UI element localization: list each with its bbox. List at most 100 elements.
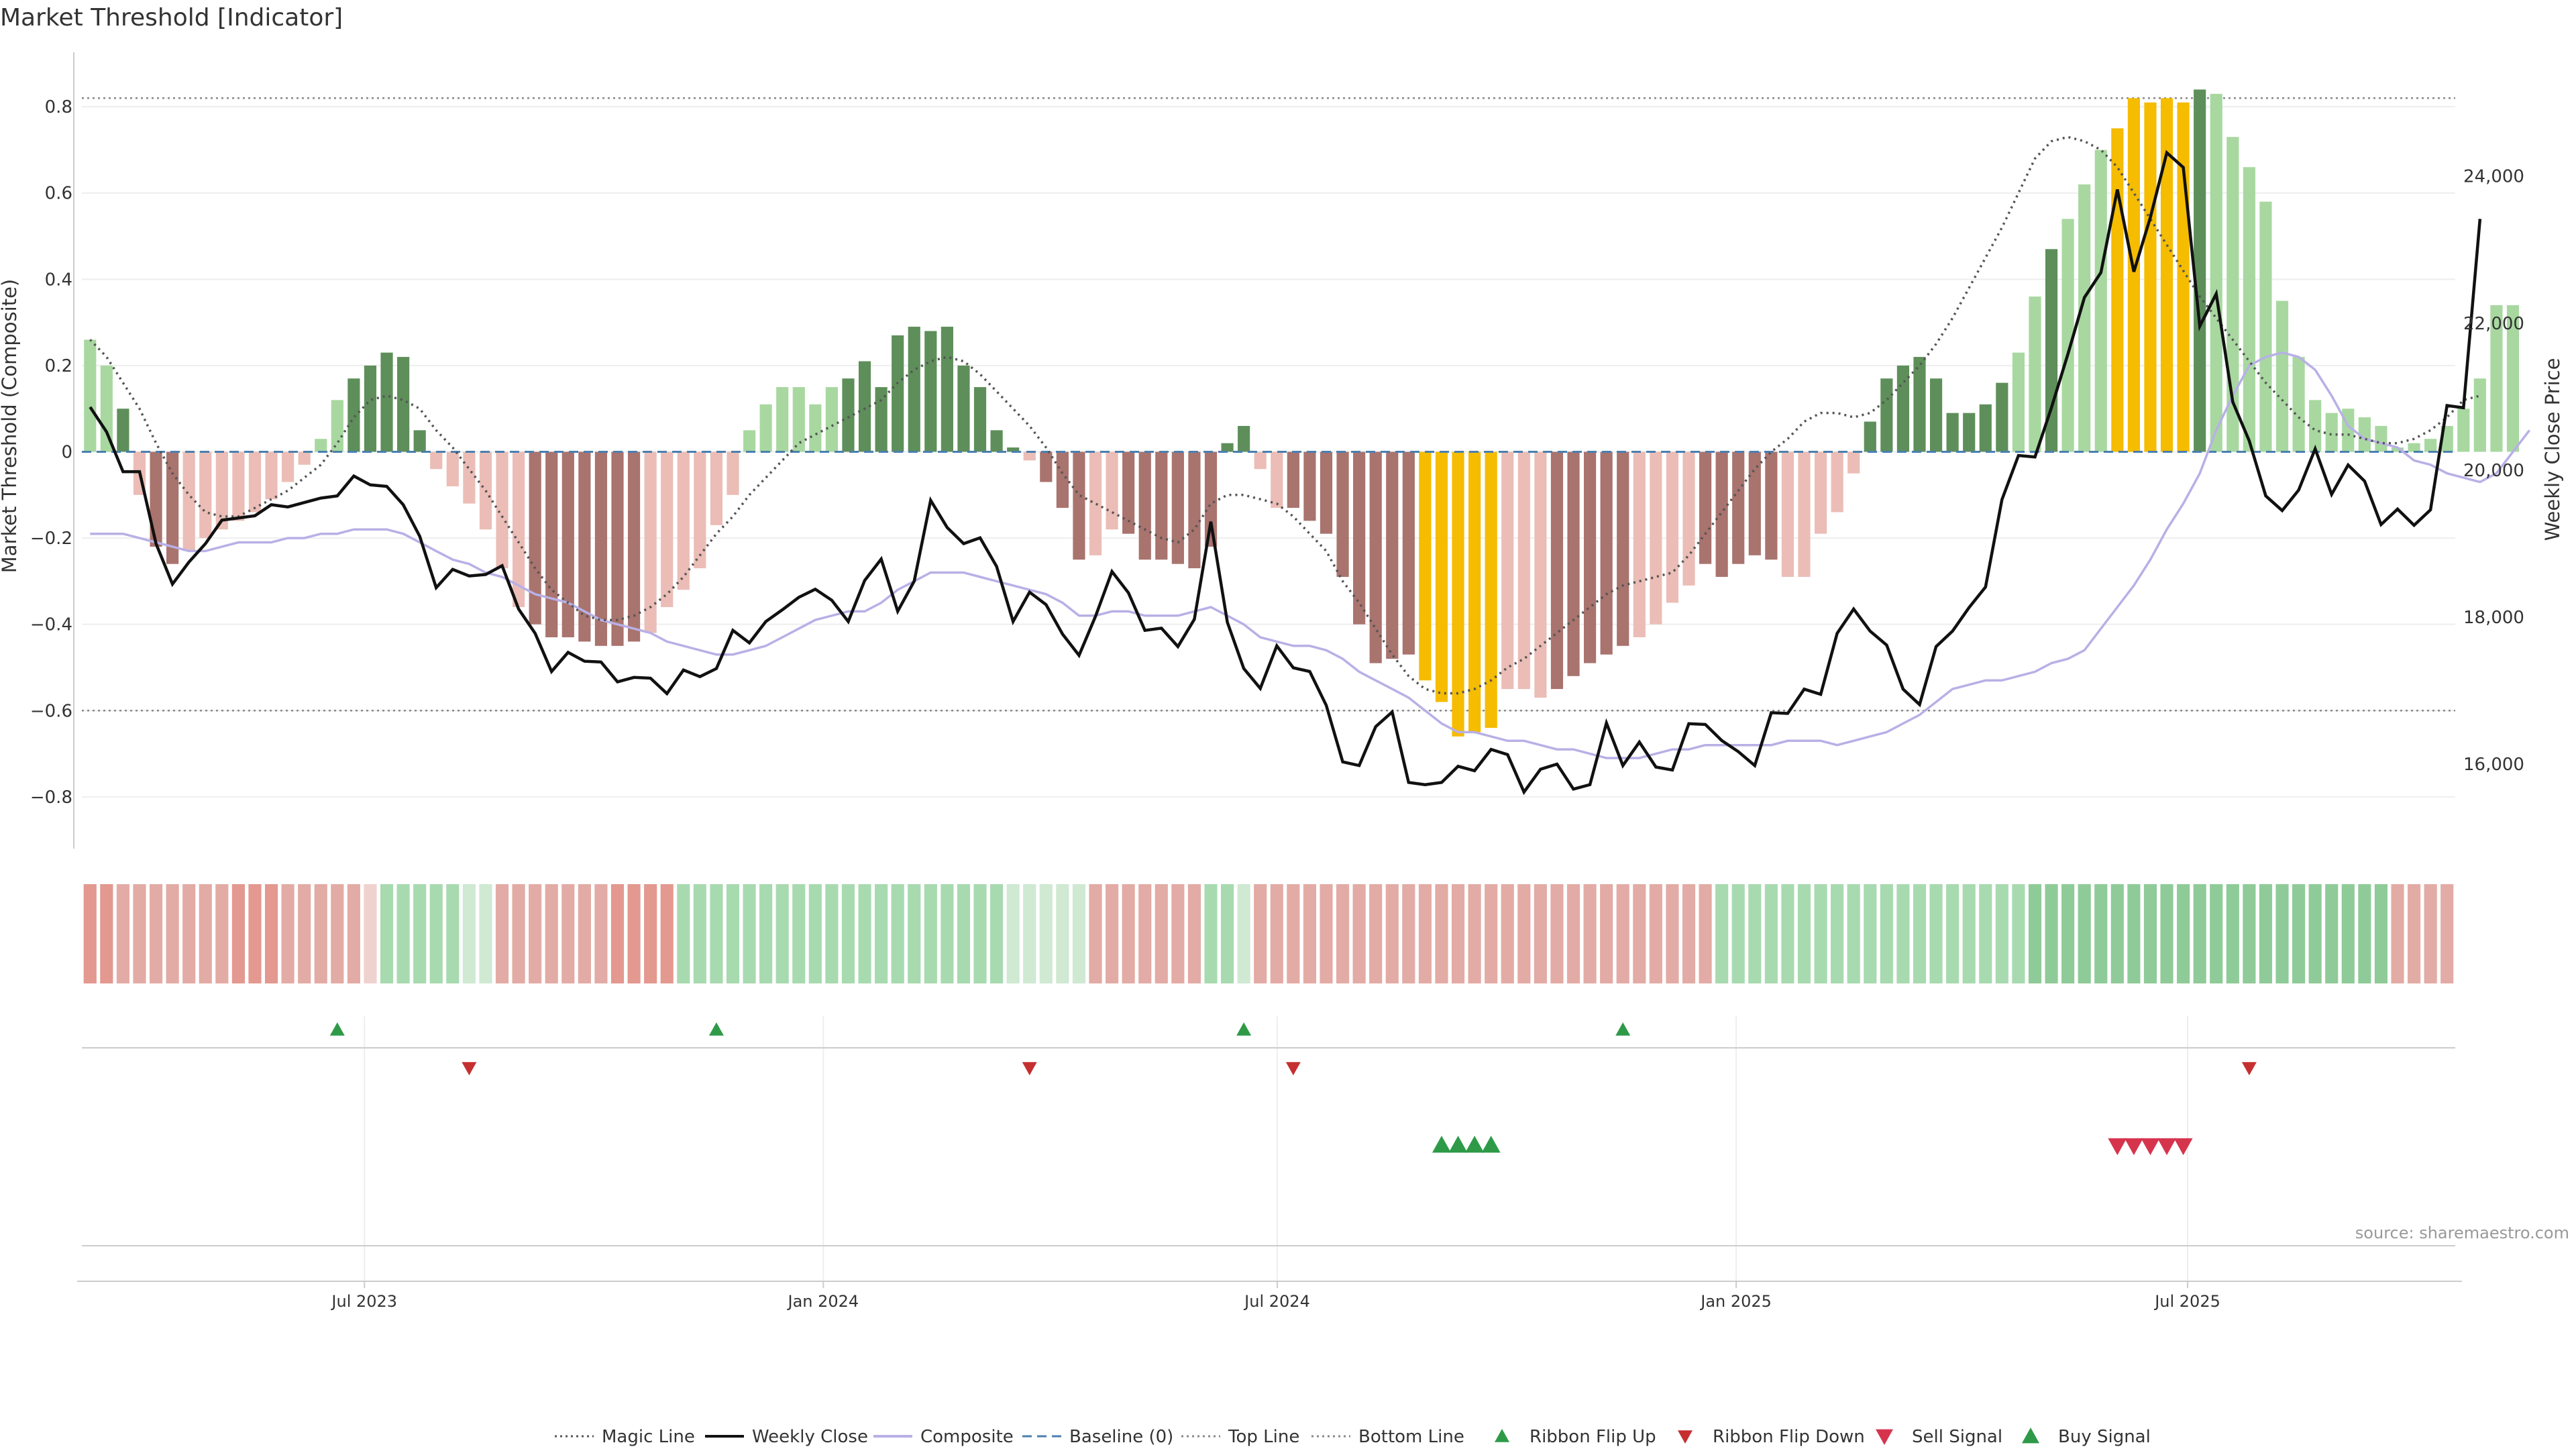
composite-bar xyxy=(1303,451,1316,521)
x-tick-label: Jan 2024 xyxy=(787,1292,859,1311)
ribbon-cell xyxy=(479,884,492,983)
composite-bar xyxy=(463,451,476,504)
ribbon-cell xyxy=(1864,884,1877,983)
x-tick-label: Jul 2023 xyxy=(330,1292,397,1311)
composite-bar xyxy=(1485,451,1497,728)
ribbon-cell xyxy=(446,884,460,983)
y-tick-label: 0.6 xyxy=(45,184,72,204)
composite-bar xyxy=(1056,451,1069,508)
composite-bar xyxy=(842,378,855,452)
ribbon-cell xyxy=(248,884,262,983)
legend-label: Ribbon Flip Up xyxy=(1529,1427,1656,1447)
ribbon-cell xyxy=(495,884,509,983)
composite-bar xyxy=(2424,439,2437,452)
legend-swatch xyxy=(1495,1429,1509,1442)
composite-bar xyxy=(825,387,839,452)
composite-bar xyxy=(1353,451,1366,625)
composite-bar xyxy=(1864,421,1876,452)
ribbon-cell xyxy=(1995,884,2008,983)
composite-bar xyxy=(1847,451,1860,474)
composite-bar xyxy=(117,409,129,452)
ribbon-cell xyxy=(364,884,377,983)
sell-signal-marker xyxy=(2124,1138,2143,1155)
composite-bar xyxy=(957,365,970,452)
axes: −0.8 −0.6 −0.4 −0.2 0 0.2 0.4 0.6 0.8 16,000 18,00… xyxy=(30,52,2524,849)
ribbon-flip-up-marker xyxy=(329,1022,345,1036)
composite-bar xyxy=(2259,201,2272,452)
ribbon-cell xyxy=(627,884,641,983)
ribbon-flip-down-marker xyxy=(2241,1062,2257,1075)
composite-bar xyxy=(150,451,162,547)
ribbon-cell xyxy=(1385,884,1399,983)
composite-bar xyxy=(2160,98,2174,452)
ribbon-cell xyxy=(1566,884,1580,983)
ribbon-cell xyxy=(2308,884,2322,983)
ribbon-cell xyxy=(2193,884,2206,983)
ribbon-cell xyxy=(1106,884,1119,983)
ribbon-cell xyxy=(2210,884,2223,983)
ribbon-cell xyxy=(2143,884,2157,983)
ribbon-cell xyxy=(1831,884,1844,983)
ribbon-cell xyxy=(1039,884,1053,983)
composite-bar xyxy=(973,387,987,452)
composite-bar xyxy=(1452,451,1464,737)
ribbon-cell xyxy=(2226,884,2239,983)
ribbon-cell xyxy=(677,884,690,983)
composite-bar xyxy=(1468,451,1481,733)
y-tick-label: −0.8 xyxy=(30,788,72,808)
composite-bar xyxy=(232,451,245,521)
composite-bar xyxy=(661,451,674,607)
y-tick-label: −0.6 xyxy=(30,701,72,721)
magic-line xyxy=(89,136,2481,695)
composite-bar xyxy=(282,451,294,482)
ribbon-cell xyxy=(512,884,525,983)
ribbon-cell xyxy=(2292,884,2306,983)
source-note: source: sharemaestro.com xyxy=(2355,1224,2569,1242)
ribbon-cell xyxy=(1270,884,1283,983)
ribbon-cell xyxy=(298,884,311,983)
ribbon-cell xyxy=(726,884,740,983)
ribbon-cell xyxy=(957,884,971,983)
composite-bar xyxy=(1963,413,1976,452)
ribbon-cell xyxy=(1254,884,1267,983)
ribbon-cell xyxy=(2028,884,2042,983)
composite-bar xyxy=(1122,451,1135,534)
buy-signal-marker xyxy=(1432,1136,1451,1153)
composite-bar xyxy=(1254,451,1267,470)
x-tick-label: Jul 2025 xyxy=(2153,1292,2220,1311)
composite-bar xyxy=(1287,451,1299,508)
composite-bar xyxy=(182,451,195,551)
y-axis-label: Market Threshold (Composite) xyxy=(0,279,21,573)
signal-panel xyxy=(82,1016,2455,1281)
legend-label: Bottom Line xyxy=(1358,1427,1464,1447)
composite-bar xyxy=(446,451,459,486)
composite-bar xyxy=(2210,93,2222,452)
composite-bar xyxy=(1567,451,1580,676)
ribbon-cell xyxy=(1550,884,1564,983)
buy-signal-marker xyxy=(1481,1136,1501,1153)
ribbon-cell xyxy=(2275,884,2289,983)
ribbon-flip-down-marker xyxy=(1022,1062,1037,1075)
composite-bar xyxy=(1238,425,1250,452)
composite-bar xyxy=(1617,451,1629,646)
composite-bar xyxy=(627,451,641,642)
ribbon-cell xyxy=(743,884,756,983)
composite-bar xyxy=(166,451,179,564)
composite-bar xyxy=(1880,378,1893,452)
ribbon-cell xyxy=(610,884,625,983)
sell-signal-marker xyxy=(2141,1138,2160,1155)
ribbon-cell xyxy=(825,884,839,983)
ribbon-cell xyxy=(808,884,822,983)
composite-bar xyxy=(2309,400,2322,452)
ribbon-cell xyxy=(2358,884,2371,983)
composite-line xyxy=(90,351,2530,759)
composite-bar xyxy=(2506,305,2520,452)
composite-bar xyxy=(2391,447,2404,452)
composite-bar xyxy=(298,451,311,465)
y2-tick-label: 16,000 xyxy=(2463,755,2524,775)
composite-bar xyxy=(1188,451,1201,569)
x-axis: Jul 2023 Jan 2024 Jul 2024 Jan 2025 Jul 2025 xyxy=(77,1281,2462,1311)
composite-bar xyxy=(1204,451,1218,547)
composite-bar xyxy=(1996,382,2008,452)
ribbon-cell xyxy=(1781,884,1794,983)
